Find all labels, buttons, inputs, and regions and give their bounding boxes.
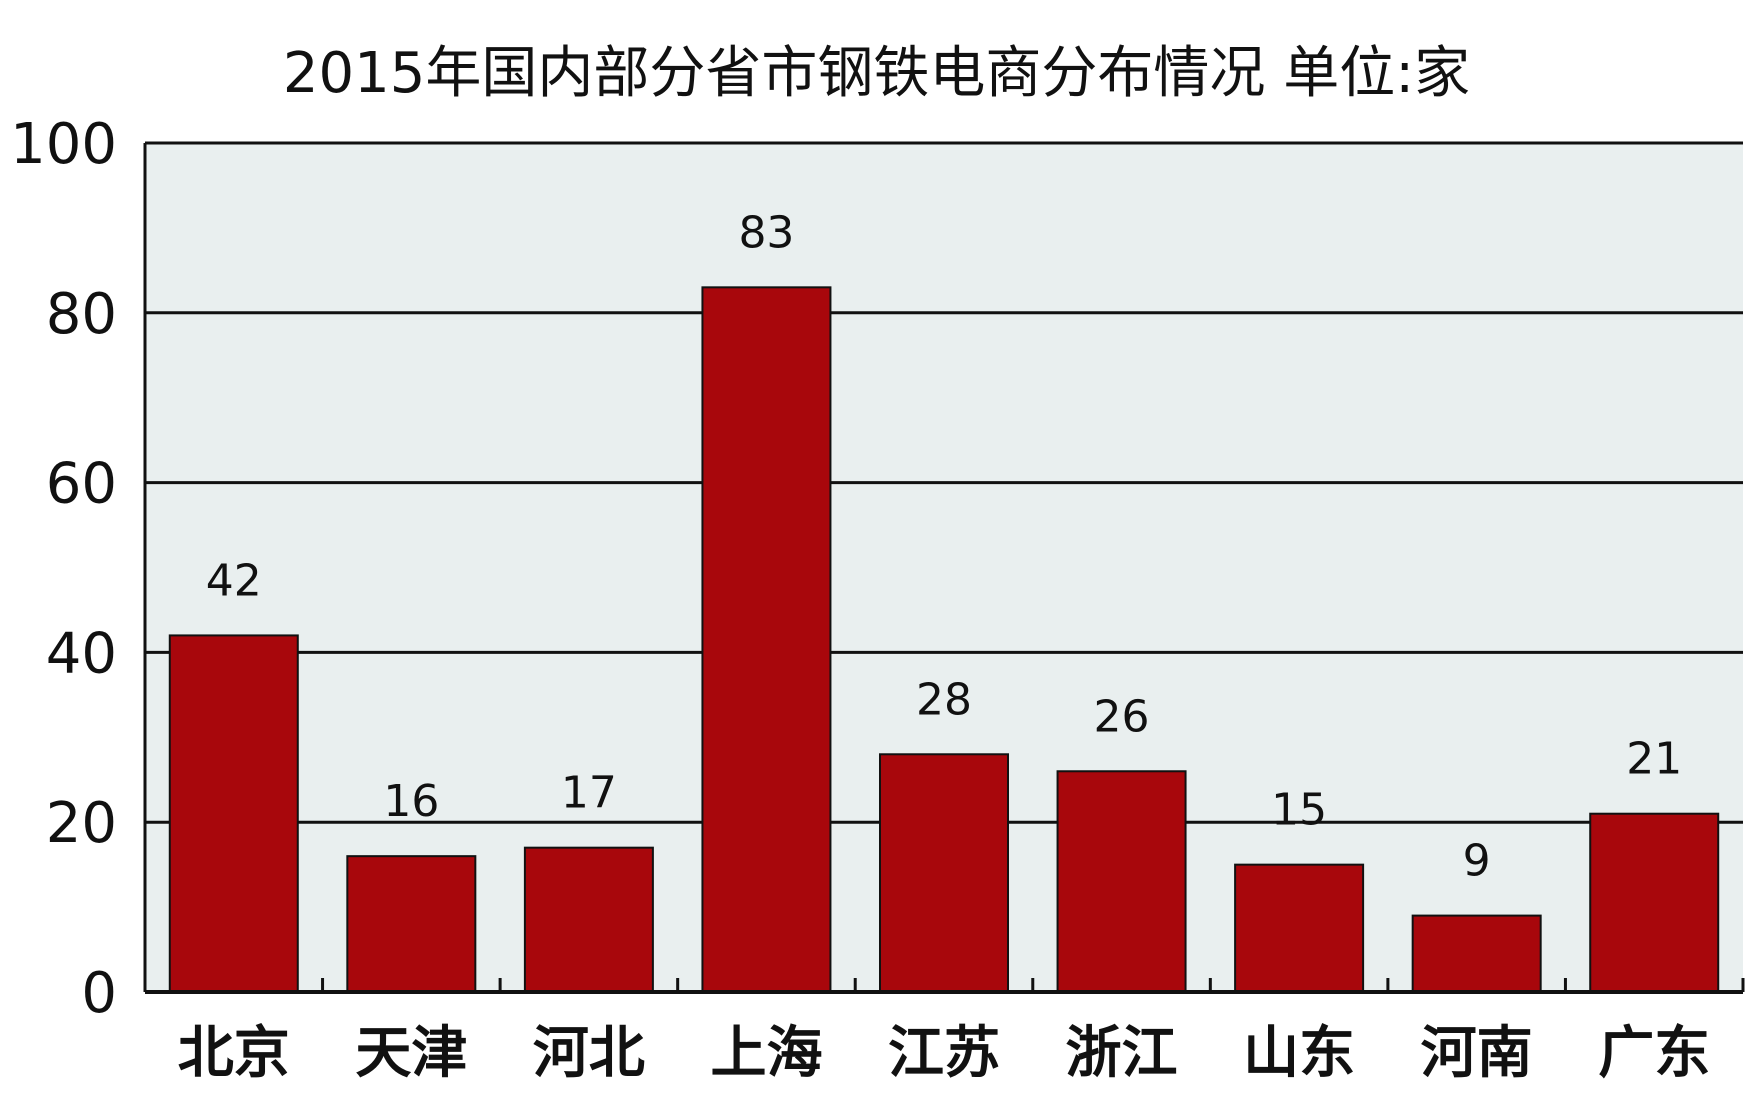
bar: [1234, 863, 1365, 994]
y-tick-label: 100: [10, 112, 117, 177]
x-tick-label: 北京: [178, 1021, 290, 1086]
y-tick-label: 0: [81, 961, 117, 1026]
data-label: 26: [1094, 691, 1150, 742]
data-label: 83: [738, 207, 794, 258]
data-label: 17: [561, 768, 617, 819]
x-tick-label: 河南: [1421, 1021, 1533, 1086]
y-tick-label: 40: [46, 621, 117, 686]
bars: [168, 286, 1720, 994]
bar: [701, 286, 832, 993]
labels: 0 20 40 60 80 100 42 北京 16 天津 17 河北 83 上海 28 江苏 26 浙江 15 山东…: [10, 112, 1710, 1086]
data-label: 42: [206, 555, 262, 606]
x-tick-label: 上海: [710, 1021, 822, 1086]
y-tick-label: 60: [46, 452, 117, 517]
data-label: 16: [383, 776, 439, 827]
y-tick-label: 80: [46, 282, 117, 347]
bar: [168, 634, 299, 993]
axes: [143, 143, 1745, 994]
data-label: 9: [1463, 836, 1491, 887]
x-tick-label: 山东: [1243, 1021, 1355, 1086]
y-tick-label: 20: [46, 791, 117, 856]
bar: [879, 753, 1009, 994]
x-tick-label: 广东: [1598, 1021, 1710, 1086]
bar: [1411, 914, 1542, 994]
x-tick-label: 江苏: [888, 1021, 1000, 1086]
data-label: 15: [1271, 785, 1327, 836]
x-tick-label: 河北: [533, 1021, 645, 1086]
bar: [523, 846, 654, 993]
chart-title: 2015年国内部分省市钢铁电商分布情况 单位:家: [282, 41, 1471, 106]
bar: [346, 855, 477, 993]
data-label: 28: [916, 674, 972, 725]
bar: [1056, 770, 1187, 994]
bar: [1589, 812, 1720, 994]
x-tick-label: 天津: [355, 1021, 467, 1086]
data-label: 21: [1626, 734, 1682, 785]
x-tick-label: 浙江: [1066, 1021, 1178, 1086]
